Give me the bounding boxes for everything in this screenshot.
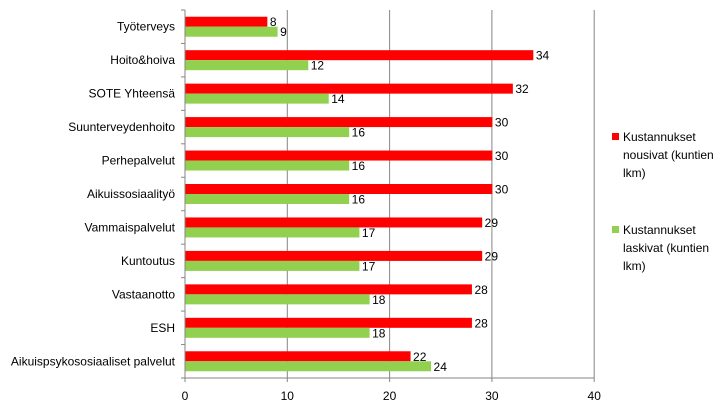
- legend-label: lkm): [623, 259, 646, 273]
- data-label: 30: [495, 116, 509, 130]
- legend-label: Kustannukset: [623, 223, 696, 237]
- bar-increased: [185, 184, 493, 194]
- data-label: 30: [495, 183, 509, 197]
- bar-decreased: [185, 327, 370, 338]
- bar-increased: [185, 250, 483, 261]
- bar-increased: [185, 83, 513, 94]
- bar-increased: [185, 284, 472, 295]
- bars: [185, 16, 534, 372]
- data-labels: 89 34 12 32 14 30 16 30 16 30 16 29 17 29 17 28 18 28 18 22…: [270, 15, 550, 374]
- bar-increased: [185, 16, 268, 27]
- category-label: Aikuispsykososiaaliset palvelut: [11, 354, 176, 368]
- data-label: 18: [372, 326, 386, 340]
- data-label: 16: [352, 193, 366, 207]
- x-tick-label: 40: [588, 389, 602, 403]
- legend-label: lkm): [623, 166, 646, 180]
- bar-decreased: [185, 227, 360, 238]
- bar-increased: [185, 150, 493, 161]
- category-label: SOTE Yhteensä: [89, 87, 176, 101]
- category-label: ESH: [150, 321, 175, 335]
- legend-swatch-increased: [612, 133, 619, 140]
- category-label: Kuntoutus: [121, 254, 175, 268]
- legend-label: nousivat (kuntien: [623, 148, 714, 162]
- bar-increased: [185, 217, 483, 228]
- bar-decreased: [185, 93, 329, 104]
- data-label: 16: [352, 159, 366, 173]
- legend-label: Kustannukset: [623, 130, 696, 144]
- bar-decreased: [185, 160, 350, 171]
- data-label: 24: [434, 360, 448, 374]
- bar-increased: [185, 317, 472, 328]
- x-tick-label: 30: [485, 389, 499, 403]
- data-label: 22: [413, 350, 427, 364]
- legend: Kustannukset nousivat (kuntien lkm) Kustann…: [612, 130, 714, 273]
- bar-decreased: [185, 194, 350, 204]
- axes: [181, 9, 595, 382]
- bar-decreased: [185, 361, 432, 372]
- data-label: 18: [372, 293, 386, 307]
- data-label: 12: [311, 59, 325, 73]
- bar-decreased: [185, 260, 360, 271]
- bar-decreased: [185, 127, 350, 138]
- x-tick-label: 20: [383, 389, 397, 403]
- category-label: Työterveys: [117, 20, 175, 34]
- data-label: 17: [362, 259, 376, 273]
- data-label: 29: [485, 249, 499, 263]
- bar-increased: [185, 351, 411, 362]
- category-labels: Työterveys Hoito&hoiva SOTE Yhteensä Suunte…: [11, 20, 176, 369]
- bar-increased: [185, 117, 493, 128]
- data-label: 29: [485, 216, 499, 230]
- legend-swatch-decreased: [612, 226, 619, 233]
- category-label: Suunterveydenhoito: [68, 120, 175, 134]
- bar-decreased: [185, 60, 309, 71]
- category-label: Aikuissosiaalityö: [87, 187, 175, 201]
- category-label: Vastaanotto: [112, 287, 175, 301]
- data-label: 34: [536, 49, 550, 63]
- x-tick-label: 0: [182, 389, 189, 403]
- category-label: Hoito&hoiva: [110, 53, 175, 67]
- data-label: 28: [474, 316, 488, 330]
- data-label: 8: [270, 15, 277, 29]
- data-label: 28: [474, 283, 488, 297]
- data-label: 30: [495, 149, 509, 163]
- bar-decreased: [185, 26, 278, 37]
- bar-increased: [185, 50, 534, 61]
- data-label: 16: [352, 126, 366, 140]
- data-label: 17: [362, 226, 376, 240]
- category-label: Perhepalvelut: [102, 154, 176, 168]
- tick-labels: 0 10 20 30 40: [182, 389, 602, 403]
- x-tick-label: 10: [281, 389, 295, 403]
- category-label: Vammaispalvelut: [85, 220, 176, 234]
- data-label: 9: [280, 25, 287, 39]
- bar-decreased: [185, 294, 370, 305]
- data-label: 14: [331, 92, 345, 106]
- legend-label: laskivat (kuntien: [623, 241, 709, 255]
- data-label: 32: [515, 82, 529, 96]
